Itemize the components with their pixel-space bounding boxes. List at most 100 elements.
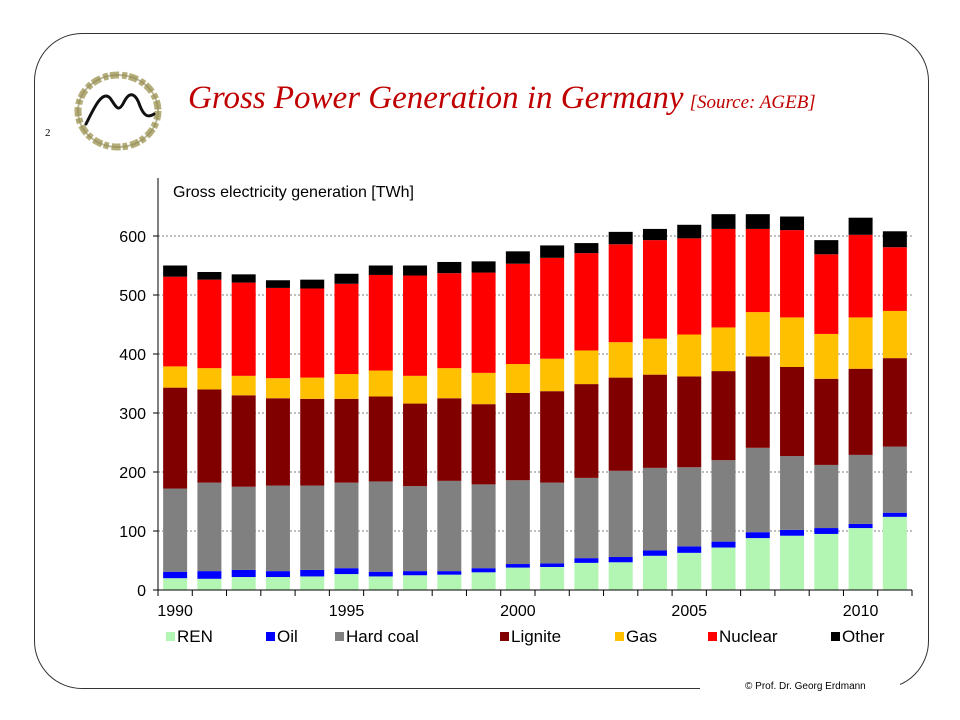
bars xyxy=(163,214,907,590)
legend-label: Gas xyxy=(626,627,657,646)
bar-segment xyxy=(745,228,770,313)
bar-segment xyxy=(231,395,256,487)
bar-segment xyxy=(745,356,770,448)
bar-segment xyxy=(403,571,428,576)
bar-segment xyxy=(848,217,873,235)
bar-segment xyxy=(677,224,702,239)
bar-segment xyxy=(745,312,770,357)
bar-segment xyxy=(505,480,530,565)
bar-segment xyxy=(608,244,633,343)
x-tick-label: 2000 xyxy=(500,603,536,620)
copyright-text: © Prof. Dr. Georg Erdmann xyxy=(745,681,866,692)
legend-swatch xyxy=(335,632,344,641)
bar-segment xyxy=(677,552,702,590)
bar-segment xyxy=(368,274,393,371)
bar-segment xyxy=(608,342,633,378)
bar-segment xyxy=(540,563,565,567)
bar-segment xyxy=(197,279,222,369)
bar-segment xyxy=(540,358,565,392)
bar-segment xyxy=(231,282,256,376)
legend-swatch xyxy=(166,632,175,641)
bar-segment xyxy=(540,245,565,258)
bar-segment xyxy=(300,279,325,289)
bar-segment xyxy=(574,243,599,254)
bar-segment xyxy=(711,541,736,548)
bar-segment xyxy=(197,368,222,390)
bar-segment xyxy=(677,238,702,335)
bar-segment xyxy=(677,467,702,547)
bar-segment xyxy=(882,310,907,359)
bar-segment xyxy=(437,398,462,481)
bar-segment xyxy=(334,568,359,575)
bar-segment xyxy=(163,488,188,572)
bar-segment xyxy=(642,338,667,375)
bar-segment xyxy=(711,460,736,542)
bar-segment xyxy=(814,333,839,379)
legend-swatch xyxy=(500,632,509,641)
bar-segment xyxy=(368,481,393,572)
bar-segment xyxy=(814,533,839,590)
bar-segment xyxy=(505,263,530,365)
bar-segment xyxy=(265,378,290,399)
bar-segment xyxy=(505,564,530,568)
bar-segment xyxy=(814,254,839,334)
bar-segment xyxy=(437,368,462,399)
y-axis-title: Gross electricity generation [TWh] xyxy=(173,184,414,201)
bar-segment xyxy=(471,404,496,485)
bar-segment xyxy=(197,271,222,280)
bar-segment xyxy=(334,398,359,483)
bar-segment xyxy=(574,350,599,385)
frame-gap xyxy=(700,680,900,696)
bar-segment xyxy=(300,576,325,590)
bar-segment xyxy=(265,398,290,486)
bar-segment xyxy=(265,577,290,590)
bar-segment xyxy=(334,283,359,375)
bar-segment xyxy=(882,446,907,513)
bar-segment xyxy=(265,485,290,572)
bar-segment xyxy=(574,558,599,563)
bar-segment xyxy=(505,392,530,481)
bar-segment xyxy=(882,231,907,248)
bar-segment xyxy=(574,253,599,351)
bar-segment xyxy=(471,272,496,373)
legend-label: Other xyxy=(842,627,885,646)
bar-segment xyxy=(882,358,907,447)
legend-swatch xyxy=(615,632,624,641)
bar-segment xyxy=(471,572,496,590)
bar-segment xyxy=(300,288,325,378)
bar-segment xyxy=(848,368,873,455)
bar-segment xyxy=(711,371,736,461)
bar-segment xyxy=(780,230,805,318)
bar-segment xyxy=(540,566,565,590)
bar-segment xyxy=(574,477,599,559)
bar-segment xyxy=(848,454,873,524)
bar-segment xyxy=(540,391,565,483)
bar-segment xyxy=(780,366,805,457)
bar-segment xyxy=(505,251,530,264)
bar-segment xyxy=(780,535,805,590)
bar-segment xyxy=(882,516,907,590)
legend-label: Oil xyxy=(277,627,298,646)
bar-segment xyxy=(711,228,736,328)
bar-segment xyxy=(642,228,667,241)
bar-segment xyxy=(265,571,290,578)
page-title: Gross Power Generation in Germany [Sourc… xyxy=(188,80,816,117)
bar-segment xyxy=(403,265,428,276)
bar-segment xyxy=(334,374,359,399)
bar-segment xyxy=(163,387,188,489)
bar-segment xyxy=(848,234,873,318)
bar-segment xyxy=(300,569,325,577)
bar-segment xyxy=(711,547,736,590)
slide-number: 2 xyxy=(45,127,51,139)
bar-segment xyxy=(814,528,839,534)
bar-segment xyxy=(574,384,599,478)
bar-segment xyxy=(540,257,565,359)
y-tick-label: 0 xyxy=(137,583,146,600)
bar-segment xyxy=(848,523,873,529)
bar-segment xyxy=(848,528,873,590)
legend-label: Lignite xyxy=(511,627,561,646)
bar-segment xyxy=(745,532,770,539)
bar-segment xyxy=(334,574,359,590)
x-tick-label: 1995 xyxy=(329,603,365,620)
legend-label: Nuclear xyxy=(719,627,778,646)
